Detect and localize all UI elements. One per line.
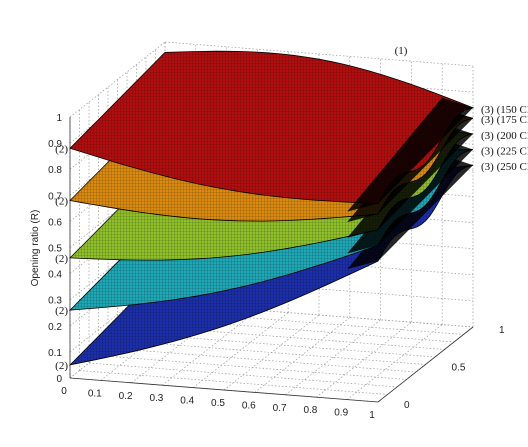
grid-line [117, 340, 426, 365]
label-far-1: (3) (175 CPM) [481, 114, 528, 126]
label-far-3: (3) (225 CPM) [481, 146, 528, 158]
axis-ticks: 0 0.1 0.2 0.3 0.4 0.5 0.6 0.7 0.8 0.9 1 0 0.5 1 0 0.1 0.… [48, 113, 505, 421]
y-axis-line [377, 326, 474, 403]
z-tick: 0.7 [48, 191, 62, 202]
z-tick: 0.8 [48, 165, 62, 176]
grid-line [316, 321, 412, 398]
grid-line [126, 332, 436, 358]
label-left-2: (2) [55, 253, 68, 265]
label-left-3: (2) [55, 305, 68, 317]
grid-line [136, 325, 445, 350]
label-corner-top: (1) [395, 45, 408, 57]
grid-line [346, 324, 443, 400]
x-tick: 0.7 [273, 403, 287, 414]
z-tick: 1 [56, 113, 62, 124]
grid-line [88, 362, 398, 388]
grid-line [285, 319, 381, 396]
grid-line [155, 310, 464, 335]
label-far-4: (3) (250 CPM) [481, 161, 528, 173]
surface-mesh-0 [70, 51, 473, 204]
annotations: (2) (3) (250 CPM) (2) (3) (225 CPM) (2) (3) (… [55, 45, 528, 372]
grid-line [131, 307, 227, 384]
x-tick: 0.8 [303, 405, 317, 416]
z-tick: 0.9 [48, 139, 62, 150]
x-tick: 0.2 [119, 391, 133, 402]
label-far-2: (3) (200 CPM) [481, 130, 528, 142]
surfaces [68, 50, 475, 366]
grid-line [107, 347, 417, 373]
x-tick: 0 [61, 386, 67, 397]
z-tick: 0.5 [48, 244, 62, 255]
grid-line [254, 317, 351, 393]
label-left-4: (2) [55, 360, 68, 372]
grid-line [69, 276, 166, 353]
grid-line [145, 317, 455, 343]
y-tick: 0 [404, 400, 410, 411]
x-tick: 0.1 [88, 388, 102, 399]
x-tick: 1 [369, 410, 375, 421]
grid-line [69, 41, 166, 118]
z-tick: 0.3 [48, 296, 62, 307]
y-tick: 1 [499, 325, 505, 336]
label-left-0: (2) [55, 143, 68, 155]
grid-line [164, 41, 474, 67]
z-tick: 0.1 [48, 348, 62, 359]
x-tick: 0.5 [211, 398, 225, 409]
x-axis-line [69, 377, 379, 403]
label-far-0: (3) (150 CPM) [481, 104, 528, 116]
grid-line [79, 370, 388, 395]
z-tick: 0.6 [48, 217, 62, 228]
grid-line [164, 302, 474, 328]
grid-line [98, 355, 407, 380]
x-tick: 0.6 [242, 400, 256, 411]
x-tick: 0.3 [149, 393, 163, 404]
surface-shadow-0 [347, 97, 473, 212]
z-tick: 0 [56, 374, 62, 385]
label-left-1: (2) [55, 196, 68, 208]
z-axis-label: Opening ratio (R) [30, 210, 41, 287]
x-tick: 0.9 [334, 408, 348, 419]
y-tick: 0.5 [452, 363, 466, 374]
grid-line [164, 276, 474, 302]
z-tick: 0.4 [48, 270, 62, 281]
grid-line [162, 309, 258, 386]
x-tick: 0.4 [180, 396, 194, 407]
z-tick: 0.2 [48, 322, 62, 333]
